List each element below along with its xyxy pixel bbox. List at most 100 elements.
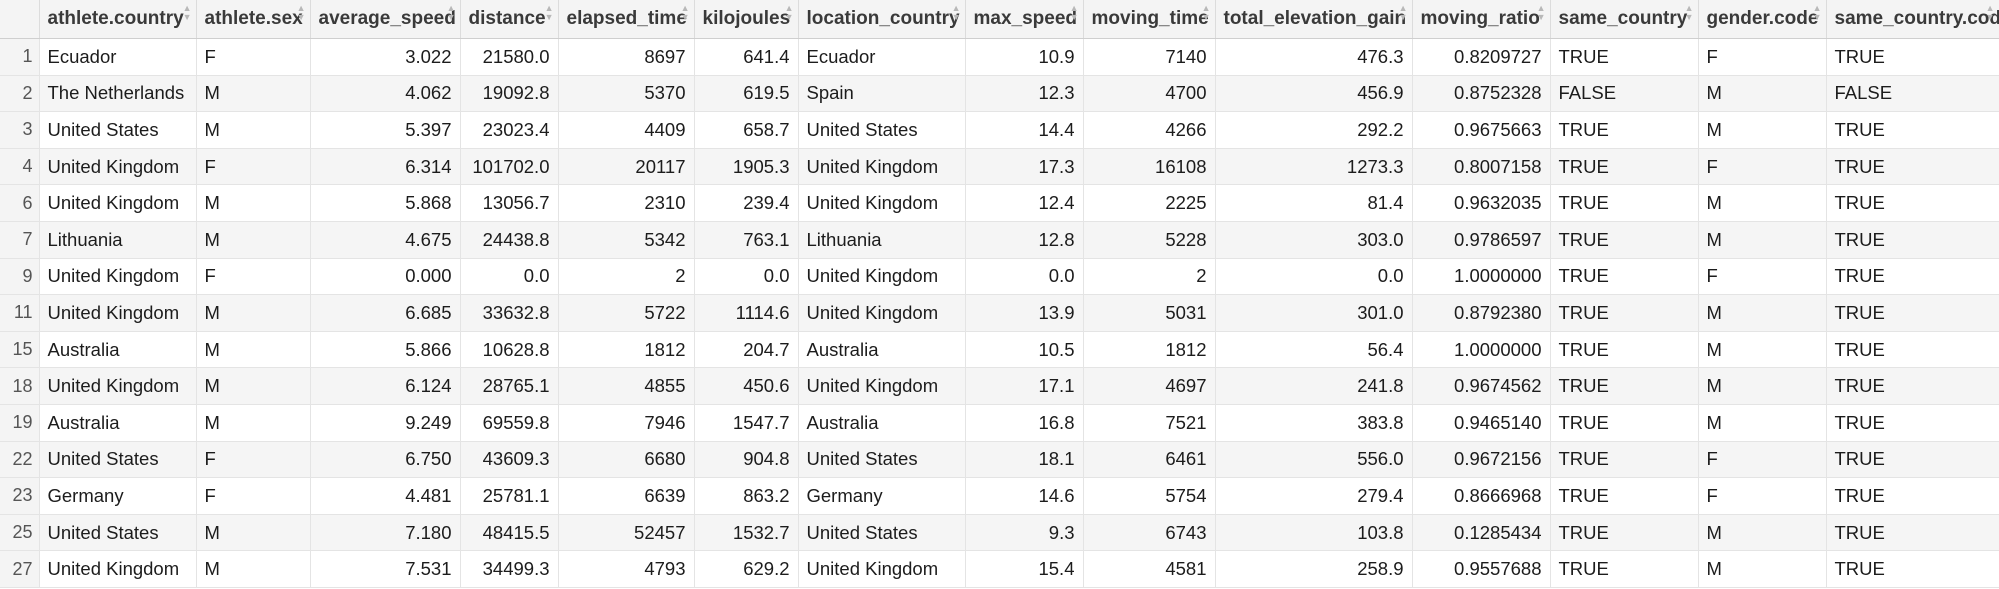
cell-moving-ratio[interactable]: 0.8007158 <box>1412 148 1551 186</box>
cell-gender-code[interactable]: M <box>1698 221 1827 259</box>
cell-athlete-country[interactable]: United States <box>39 514 197 552</box>
cell-max-speed[interactable]: 0.0 <box>965 258 1084 296</box>
cell-distance[interactable]: 13056.7 <box>460 184 559 222</box>
cell-athlete-country[interactable]: Germany <box>39 477 197 515</box>
column-header-total-elevation-gain[interactable]: total_elevation_gain ▲ ▼ <box>1215 0 1413 39</box>
cell-athlete-country[interactable]: United Kingdom <box>39 367 197 405</box>
cell-kilojoules[interactable]: 904.8 <box>694 441 799 479</box>
cell-same-country[interactable]: FALSE <box>1550 75 1699 113</box>
cell-total-elevation-gain[interactable]: 279.4 <box>1215 477 1413 515</box>
cell-kilojoules[interactable]: 1905.3 <box>694 148 799 186</box>
cell-same-country-code[interactable]: TRUE <box>1826 111 1999 149</box>
column-header-max-speed[interactable]: max_speed ▲ ▼ <box>965 0 1084 39</box>
cell-gender-code[interactable]: F <box>1698 38 1827 76</box>
table-row[interactable]: 11 United Kingdom M 6.685 33632.8 5722 1114.6 U… <box>0 294 1999 332</box>
sort-arrows-icon[interactable]: ▲ ▼ <box>1812 3 1822 22</box>
cell-elapsed-time[interactable]: 5370 <box>558 75 695 113</box>
table-row[interactable]: 19 Australia M 9.249 69559.8 7946 1547.7 Austra… <box>0 404 1999 442</box>
cell-moving-ratio[interactable]: 0.9786597 <box>1412 221 1551 259</box>
cell-athlete-sex[interactable]: M <box>196 331 311 369</box>
cell-average-speed[interactable]: 6.314 <box>310 148 461 186</box>
column-header-gender-code[interactable]: gender.code ▲ ▼ <box>1698 0 1827 39</box>
sort-arrows-icon[interactable]: ▲ ▼ <box>1201 3 1211 22</box>
cell-elapsed-time[interactable]: 7946 <box>558 404 695 442</box>
cell-max-speed[interactable]: 9.3 <box>965 514 1084 552</box>
cell-same-country[interactable]: TRUE <box>1550 148 1699 186</box>
cell-location-country[interactable]: United Kingdom <box>798 367 966 405</box>
cell-moving-time[interactable]: 5228 <box>1083 221 1216 259</box>
cell-max-speed[interactable]: 10.9 <box>965 38 1084 76</box>
cell-same-country-code[interactable]: TRUE <box>1826 221 1999 259</box>
cell-total-elevation-gain[interactable]: 56.4 <box>1215 331 1413 369</box>
cell-distance[interactable]: 21580.0 <box>460 38 559 76</box>
column-header-athlete-country[interactable]: athlete.country ▲ ▼ <box>39 0 197 39</box>
cell-moving-ratio[interactable]: 0.9675663 <box>1412 111 1551 149</box>
cell-max-speed[interactable]: 14.6 <box>965 477 1084 515</box>
cell-max-speed[interactable]: 12.4 <box>965 184 1084 222</box>
cell-same-country[interactable]: TRUE <box>1550 258 1699 296</box>
cell-distance[interactable]: 28765.1 <box>460 367 559 405</box>
cell-average-speed[interactable]: 6.124 <box>310 367 461 405</box>
cell-same-country[interactable]: TRUE <box>1550 294 1699 332</box>
cell-gender-code[interactable]: M <box>1698 514 1827 552</box>
cell-kilojoules[interactable]: 204.7 <box>694 331 799 369</box>
cell-athlete-country[interactable]: United Kingdom <box>39 184 197 222</box>
cell-athlete-country[interactable]: Ecuador <box>39 38 197 76</box>
cell-same-country[interactable]: TRUE <box>1550 111 1699 149</box>
cell-same-country-code[interactable]: TRUE <box>1826 550 1999 588</box>
cell-athlete-sex[interactable]: M <box>196 221 311 259</box>
cell-average-speed[interactable]: 6.685 <box>310 294 461 332</box>
cell-athlete-country[interactable]: United States <box>39 111 197 149</box>
cell-moving-time[interactable]: 16108 <box>1083 148 1216 186</box>
cell-athlete-country[interactable]: United Kingdom <box>39 148 197 186</box>
cell-average-speed[interactable]: 5.397 <box>310 111 461 149</box>
cell-max-speed[interactable]: 16.8 <box>965 404 1084 442</box>
cell-same-country[interactable]: TRUE <box>1550 184 1699 222</box>
column-header-average-speed[interactable]: average_speed ▲ ▼ <box>310 0 461 39</box>
cell-moving-time[interactable]: 4697 <box>1083 367 1216 405</box>
cell-moving-ratio[interactable]: 0.9557688 <box>1412 550 1551 588</box>
cell-gender-code[interactable]: F <box>1698 258 1827 296</box>
cell-athlete-sex[interactable]: F <box>196 441 311 479</box>
cell-same-country[interactable]: TRUE <box>1550 550 1699 588</box>
cell-elapsed-time[interactable]: 20117 <box>558 148 695 186</box>
cell-athlete-country[interactable]: United Kingdom <box>39 294 197 332</box>
cell-athlete-sex[interactable]: F <box>196 38 311 76</box>
cell-same-country-code[interactable]: TRUE <box>1826 477 1999 515</box>
sort-arrows-icon[interactable]: ▲ ▼ <box>1536 3 1546 22</box>
table-row[interactable]: 18 United Kingdom M 6.124 28765.1 4855 450.6 Un… <box>0 367 1999 405</box>
cell-kilojoules[interactable]: 450.6 <box>694 367 799 405</box>
cell-same-country-code[interactable]: TRUE <box>1826 294 1999 332</box>
cell-same-country[interactable]: TRUE <box>1550 404 1699 442</box>
column-header-moving-ratio[interactable]: moving_ratio ▲ ▼ <box>1412 0 1551 39</box>
sort-arrows-icon[interactable]: ▲ ▼ <box>784 3 794 22</box>
table-row[interactable]: 9 United Kingdom F 0.000 0.0 2 0.0 United Kingd… <box>0 258 1999 296</box>
cell-athlete-country[interactable]: Lithuania <box>39 221 197 259</box>
cell-distance[interactable]: 48415.5 <box>460 514 559 552</box>
cell-location-country[interactable]: United Kingdom <box>798 184 966 222</box>
cell-location-country[interactable]: United Kingdom <box>798 148 966 186</box>
table-row[interactable]: 3 United States M 5.397 23023.4 4409 658.7 Unit… <box>0 111 1999 149</box>
cell-kilojoules[interactable]: 1547.7 <box>694 404 799 442</box>
sort-arrows-icon[interactable]: ▲ ▼ <box>1684 3 1694 22</box>
cell-total-elevation-gain[interactable]: 556.0 <box>1215 441 1413 479</box>
cell-athlete-country[interactable]: United Kingdom <box>39 258 197 296</box>
cell-athlete-sex[interactable]: M <box>196 404 311 442</box>
cell-athlete-sex[interactable]: F <box>196 477 311 515</box>
cell-max-speed[interactable]: 17.1 <box>965 367 1084 405</box>
cell-moving-ratio[interactable]: 0.8666968 <box>1412 477 1551 515</box>
cell-average-speed[interactable]: 9.249 <box>310 404 461 442</box>
table-row[interactable]: 1 Ecuador F 3.022 21580.0 8697 641.4 Ecuador 10.… <box>0 38 1999 76</box>
cell-same-country-code[interactable]: TRUE <box>1826 38 1999 76</box>
cell-distance[interactable]: 25781.1 <box>460 477 559 515</box>
cell-moving-time[interactable]: 7521 <box>1083 404 1216 442</box>
cell-elapsed-time[interactable]: 5342 <box>558 221 695 259</box>
cell-gender-code[interactable]: F <box>1698 441 1827 479</box>
cell-average-speed[interactable]: 3.022 <box>310 38 461 76</box>
cell-kilojoules[interactable]: 658.7 <box>694 111 799 149</box>
cell-same-country[interactable]: TRUE <box>1550 441 1699 479</box>
cell-location-country[interactable]: United Kingdom <box>798 258 966 296</box>
cell-athlete-country[interactable]: United Kingdom <box>39 550 197 588</box>
cell-distance[interactable]: 10628.8 <box>460 331 559 369</box>
cell-same-country-code[interactable]: TRUE <box>1826 404 1999 442</box>
